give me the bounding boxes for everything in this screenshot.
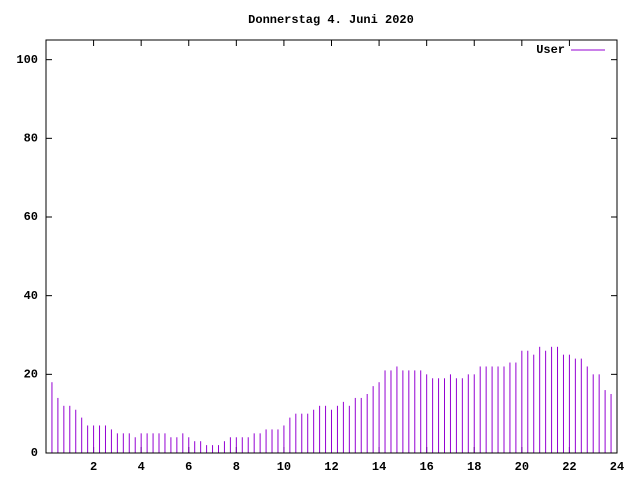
x-tick-label: 2: [90, 460, 97, 474]
x-tick-label: 4: [138, 460, 145, 474]
x-tick-label: 6: [185, 460, 192, 474]
y-tick-label: 0: [31, 446, 38, 460]
x-tick-label: 14: [372, 460, 386, 474]
plot-border: [45, 39, 618, 454]
y-tick-label: 100: [16, 53, 38, 67]
x-tick-label: 18: [467, 460, 481, 474]
y-tick-label: 40: [24, 289, 38, 303]
x-tick-label: 10: [277, 460, 291, 474]
chart-title: Donnerstag 4. Juni 2020: [248, 13, 414, 27]
x-tick-label: 24: [610, 460, 624, 474]
x-tick-label: 22: [562, 460, 576, 474]
x-tick-label: 16: [419, 460, 433, 474]
x-tick-label: 12: [324, 460, 338, 474]
y-tick-label: 80: [24, 132, 38, 146]
y-tick-label: 60: [24, 210, 38, 224]
legend-label: User: [536, 43, 565, 57]
y-tick-label: 20: [24, 368, 38, 382]
x-tick-label: 8: [233, 460, 240, 474]
x-tick-label: 20: [515, 460, 529, 474]
